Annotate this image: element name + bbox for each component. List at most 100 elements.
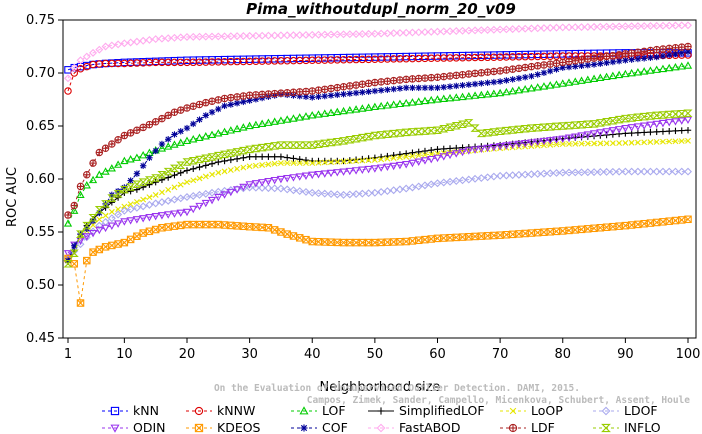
data-point xyxy=(440,145,447,153)
data-point xyxy=(484,79,491,86)
data-point xyxy=(177,128,184,135)
data-point xyxy=(477,174,486,183)
data-point xyxy=(408,237,417,245)
data-point xyxy=(107,164,116,172)
data-point xyxy=(552,59,561,67)
data-point xyxy=(295,31,304,40)
data-point xyxy=(521,24,530,33)
data-point xyxy=(101,224,110,233)
data-point xyxy=(445,151,455,160)
data-point xyxy=(653,53,660,61)
data-point xyxy=(376,101,386,110)
data-point xyxy=(446,83,454,90)
data-point xyxy=(464,119,474,127)
data-point xyxy=(157,212,167,220)
data-point xyxy=(307,141,317,149)
data-point xyxy=(258,119,267,127)
legend-item: LDF xyxy=(500,420,555,434)
data-point xyxy=(539,82,549,90)
data-point xyxy=(345,167,354,176)
data-point xyxy=(359,89,366,96)
data-point xyxy=(683,116,693,124)
legend-item: kNN xyxy=(102,403,159,418)
data-point xyxy=(139,123,147,132)
data-point xyxy=(559,141,566,147)
data-point xyxy=(89,248,97,256)
data-point xyxy=(534,71,541,78)
data-point xyxy=(446,177,454,186)
data-point xyxy=(515,64,523,73)
data-point xyxy=(108,241,116,250)
data-point xyxy=(300,424,308,432)
data-point xyxy=(226,149,236,157)
data-point xyxy=(352,81,360,89)
data-point xyxy=(659,218,667,226)
data-point xyxy=(521,74,529,81)
data-point xyxy=(471,80,479,88)
x-axis-label: Neighborhood size xyxy=(320,380,441,395)
data-point xyxy=(194,155,205,164)
data-point xyxy=(677,167,686,176)
data-point xyxy=(409,149,416,156)
data-point xyxy=(421,84,429,92)
data-point xyxy=(396,76,404,84)
legend-label: ODIN xyxy=(133,420,166,434)
data-point xyxy=(452,177,461,185)
series-ldf xyxy=(64,42,692,219)
data-point xyxy=(609,140,616,147)
data-point xyxy=(677,109,687,118)
legend-item: KDEOS xyxy=(186,420,261,434)
data-point xyxy=(214,32,223,41)
data-point xyxy=(76,299,85,307)
data-point xyxy=(70,63,79,72)
data-point xyxy=(620,114,630,123)
data-point xyxy=(169,164,179,173)
data-point xyxy=(384,155,391,162)
plot-series xyxy=(63,21,693,307)
data-point xyxy=(678,138,685,145)
data-point xyxy=(465,147,472,154)
data-point xyxy=(571,77,580,85)
data-point xyxy=(308,188,317,197)
data-point xyxy=(138,178,148,186)
data-point xyxy=(376,131,386,139)
data-point xyxy=(289,88,298,97)
data-point xyxy=(202,220,210,229)
data-point xyxy=(526,124,536,132)
data-point xyxy=(183,220,191,229)
data-point xyxy=(295,141,305,149)
data-point xyxy=(627,124,636,132)
data-point xyxy=(590,54,598,62)
data-point xyxy=(577,120,587,129)
data-point xyxy=(458,148,467,157)
data-point xyxy=(120,238,129,247)
data-point xyxy=(439,27,448,36)
data-point xyxy=(583,120,593,129)
data-point xyxy=(671,118,680,126)
data-point xyxy=(314,189,323,198)
data-point xyxy=(208,220,216,229)
data-point xyxy=(88,175,98,184)
data-point xyxy=(652,65,661,73)
data-point xyxy=(421,147,429,155)
data-point xyxy=(176,221,185,230)
data-point xyxy=(120,39,129,48)
data-point xyxy=(490,231,498,240)
data-point xyxy=(139,215,148,223)
data-point xyxy=(345,136,355,144)
data-point xyxy=(377,407,385,415)
data-point xyxy=(621,125,630,133)
data-point xyxy=(395,99,405,108)
data-point xyxy=(440,72,448,81)
data-point xyxy=(627,49,636,57)
data-point xyxy=(152,191,159,198)
data-point xyxy=(396,154,403,161)
data-point xyxy=(277,153,285,160)
data-point xyxy=(345,30,354,39)
data-point xyxy=(633,113,643,122)
data-point xyxy=(602,52,611,61)
data-point xyxy=(164,196,173,205)
data-point xyxy=(527,139,536,147)
data-point xyxy=(245,183,254,192)
data-point xyxy=(107,214,116,223)
